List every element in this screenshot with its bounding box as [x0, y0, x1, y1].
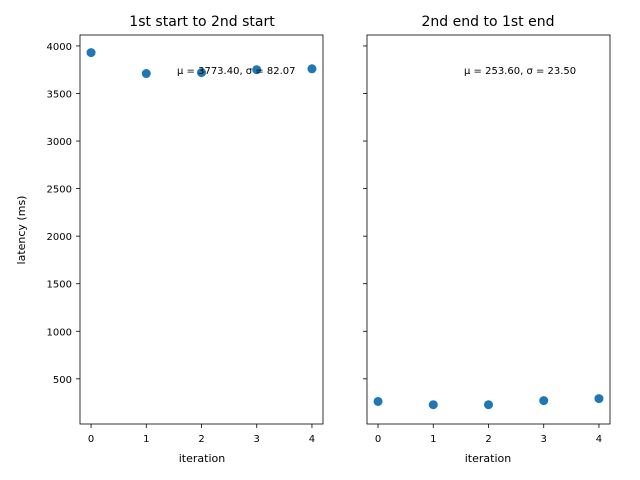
right-subplot-title: 2nd end to 1st end	[422, 14, 555, 30]
left-x-tick-label: 4	[309, 434, 315, 445]
right-x-tick-label: 0	[375, 434, 381, 445]
left-data-points	[86, 48, 317, 79]
left-x-tick-label: 2	[198, 434, 204, 445]
left-data-point	[141, 69, 151, 79]
right-x-tick-label: 2	[485, 434, 491, 445]
right-data-point	[594, 394, 604, 404]
y-tick-label: 2500	[47, 185, 72, 196]
y-tick-label: 2000	[47, 232, 72, 243]
left-x-tick-label: 0	[88, 434, 94, 445]
left-subplot-title: 1st start to 2nd start	[129, 14, 275, 30]
right-x-tick-label: 3	[541, 434, 547, 445]
left-axes-frame	[79, 34, 324, 425]
right-data-point	[373, 396, 383, 406]
right-x-tick-label: 4	[596, 434, 602, 445]
y-axis-label: latency (ms)	[15, 196, 28, 265]
right-subplot: 2nd end to 1st end iteration 0 1 2 3 4 μ = 2…	[363, 14, 611, 465]
left-x-tick-label: 3	[254, 434, 260, 445]
left-data-point	[307, 64, 317, 74]
left-data-point	[197, 68, 206, 78]
y-tick-label: 3500	[47, 89, 72, 100]
left-x-axis-label: iteration	[179, 452, 225, 465]
left-x-tick-label: 1	[143, 434, 149, 445]
y-tick-label: 1500	[47, 280, 72, 291]
left-data-point	[252, 65, 262, 75]
left-ticks: 0 1 2 3 4 500 1000 1500 2000 2500 3000 3500 4000	[47, 42, 316, 445]
right-data-point	[539, 396, 549, 406]
left-subplot: 1st start to 2nd start iteration latency…	[15, 14, 324, 465]
right-axes-frame	[366, 34, 611, 425]
right-stats-annotation: μ = 253.60, σ = 23.50	[464, 66, 576, 77]
y-tick-label: 500	[53, 375, 72, 386]
left-data-point	[86, 48, 96, 58]
right-x-tick-label: 1	[430, 434, 436, 445]
right-data-point	[484, 400, 493, 410]
right-x-axis-label: iteration	[465, 452, 511, 465]
y-tick-label: 3000	[47, 137, 72, 148]
right-ticks: 0 1 2 3 4	[363, 45, 602, 445]
right-data-points	[373, 394, 604, 410]
y-tick-label: 1000	[47, 327, 72, 338]
y-tick-label: 4000	[47, 42, 72, 53]
left-stats-annotation: μ = 3773.40, σ = 82.07	[177, 66, 296, 77]
right-data-point	[428, 400, 438, 410]
